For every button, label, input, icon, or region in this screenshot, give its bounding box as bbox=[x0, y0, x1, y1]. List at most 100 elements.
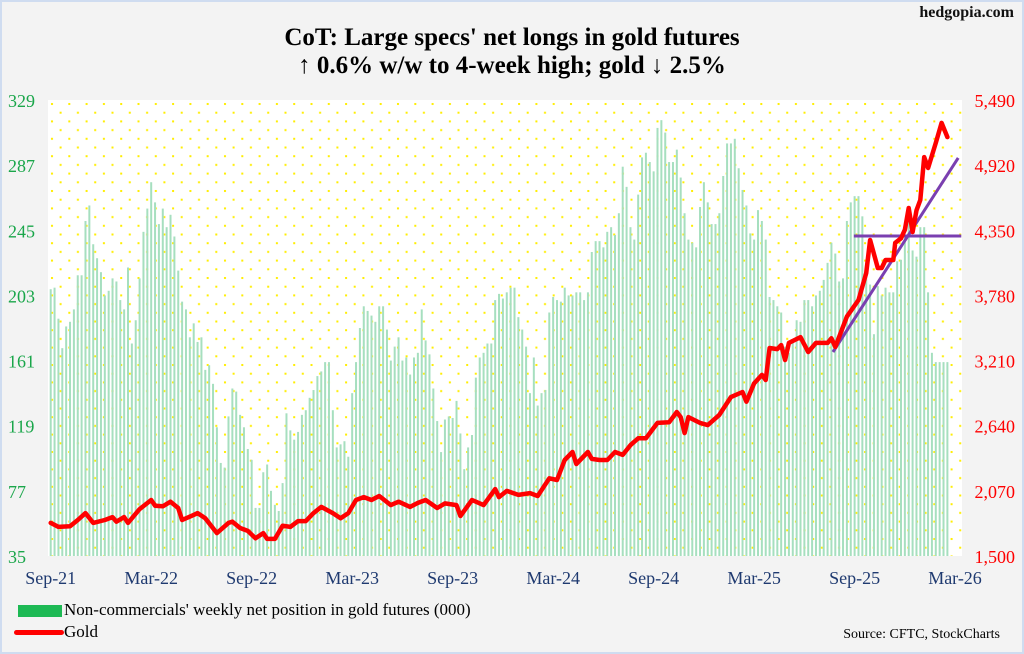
bar bbox=[146, 208, 149, 557]
bar bbox=[339, 444, 342, 556]
bar bbox=[884, 287, 887, 556]
bar bbox=[96, 258, 99, 556]
bar bbox=[316, 376, 319, 556]
bar bbox=[219, 462, 222, 556]
bar bbox=[656, 127, 659, 556]
bar bbox=[876, 286, 879, 556]
bar bbox=[181, 301, 184, 556]
bar bbox=[343, 441, 346, 556]
bar bbox=[382, 306, 385, 556]
bar bbox=[227, 416, 230, 556]
bar bbox=[536, 405, 539, 556]
x-tick-label: Sep-23 bbox=[427, 568, 478, 588]
bar bbox=[799, 321, 802, 556]
x-tick-label: Mar-25 bbox=[727, 568, 781, 588]
bar bbox=[300, 414, 303, 556]
bar bbox=[776, 306, 779, 556]
bar bbox=[366, 310, 369, 556]
bar bbox=[424, 340, 427, 556]
bar bbox=[660, 120, 663, 556]
bar bbox=[737, 168, 740, 556]
bar bbox=[900, 259, 902, 556]
bar bbox=[482, 352, 485, 556]
bar bbox=[177, 270, 180, 556]
bar bbox=[184, 309, 187, 556]
bar bbox=[270, 490, 273, 556]
bar bbox=[753, 239, 756, 556]
bar bbox=[760, 220, 763, 556]
bar bbox=[594, 241, 597, 556]
bar bbox=[498, 293, 501, 556]
bar bbox=[532, 357, 535, 556]
right-tick-label: 2,640 bbox=[975, 417, 1016, 437]
bar bbox=[351, 393, 354, 556]
bar bbox=[927, 292, 930, 556]
bar bbox=[223, 467, 226, 556]
bar bbox=[455, 400, 458, 556]
bar bbox=[818, 290, 821, 556]
bar bbox=[470, 435, 473, 556]
legend-swatch-gold bbox=[14, 630, 64, 635]
bar bbox=[84, 220, 87, 556]
bar bbox=[946, 362, 949, 556]
bar bbox=[517, 317, 520, 556]
bar bbox=[393, 346, 396, 556]
bar bbox=[262, 472, 265, 556]
bar bbox=[331, 410, 334, 556]
x-tick-label: Sep-21 bbox=[25, 568, 76, 588]
bar bbox=[154, 202, 157, 556]
bar bbox=[451, 417, 454, 556]
bar bbox=[389, 360, 392, 556]
bar bbox=[861, 216, 864, 556]
bar bbox=[699, 207, 702, 557]
bar bbox=[872, 334, 875, 556]
bar bbox=[563, 287, 566, 556]
left-tick-label: 35 bbox=[8, 547, 26, 567]
bar bbox=[212, 383, 215, 556]
bar bbox=[849, 202, 852, 556]
bar bbox=[633, 239, 636, 556]
brand-label: hedgopia.com bbox=[919, 4, 1014, 21]
bar bbox=[668, 162, 671, 556]
bar bbox=[911, 250, 914, 556]
bar bbox=[729, 143, 732, 556]
x-tick-label: Mar-24 bbox=[526, 568, 580, 588]
bar bbox=[501, 298, 504, 556]
bar bbox=[188, 337, 191, 556]
bar bbox=[258, 507, 261, 556]
bar bbox=[552, 296, 555, 556]
left-tick-label: 161 bbox=[8, 352, 35, 372]
bar bbox=[103, 295, 106, 556]
bar bbox=[528, 393, 531, 556]
bar bbox=[196, 341, 199, 556]
bar bbox=[231, 388, 234, 556]
bar bbox=[409, 374, 412, 556]
bar bbox=[420, 309, 423, 556]
bar bbox=[683, 213, 686, 556]
bar bbox=[111, 278, 114, 556]
bar bbox=[428, 354, 431, 556]
bar bbox=[679, 177, 682, 556]
bar bbox=[888, 292, 891, 556]
bar bbox=[842, 278, 845, 556]
right-tick-label: 3,210 bbox=[975, 352, 1016, 372]
bar bbox=[606, 231, 609, 556]
bar bbox=[115, 281, 118, 556]
bar bbox=[142, 231, 145, 556]
bar bbox=[733, 138, 736, 556]
bar bbox=[273, 504, 276, 556]
right-tick-label: 3,780 bbox=[975, 286, 1016, 306]
bar bbox=[119, 300, 122, 556]
bar bbox=[602, 247, 605, 557]
left-tick-label: 245 bbox=[8, 221, 35, 241]
bar bbox=[903, 236, 906, 556]
bar bbox=[92, 244, 95, 556]
bar bbox=[285, 413, 288, 556]
bar bbox=[671, 162, 674, 556]
bar bbox=[544, 390, 547, 556]
bar bbox=[150, 182, 153, 556]
bar bbox=[718, 213, 721, 556]
bar bbox=[65, 326, 68, 556]
bar bbox=[281, 483, 284, 556]
